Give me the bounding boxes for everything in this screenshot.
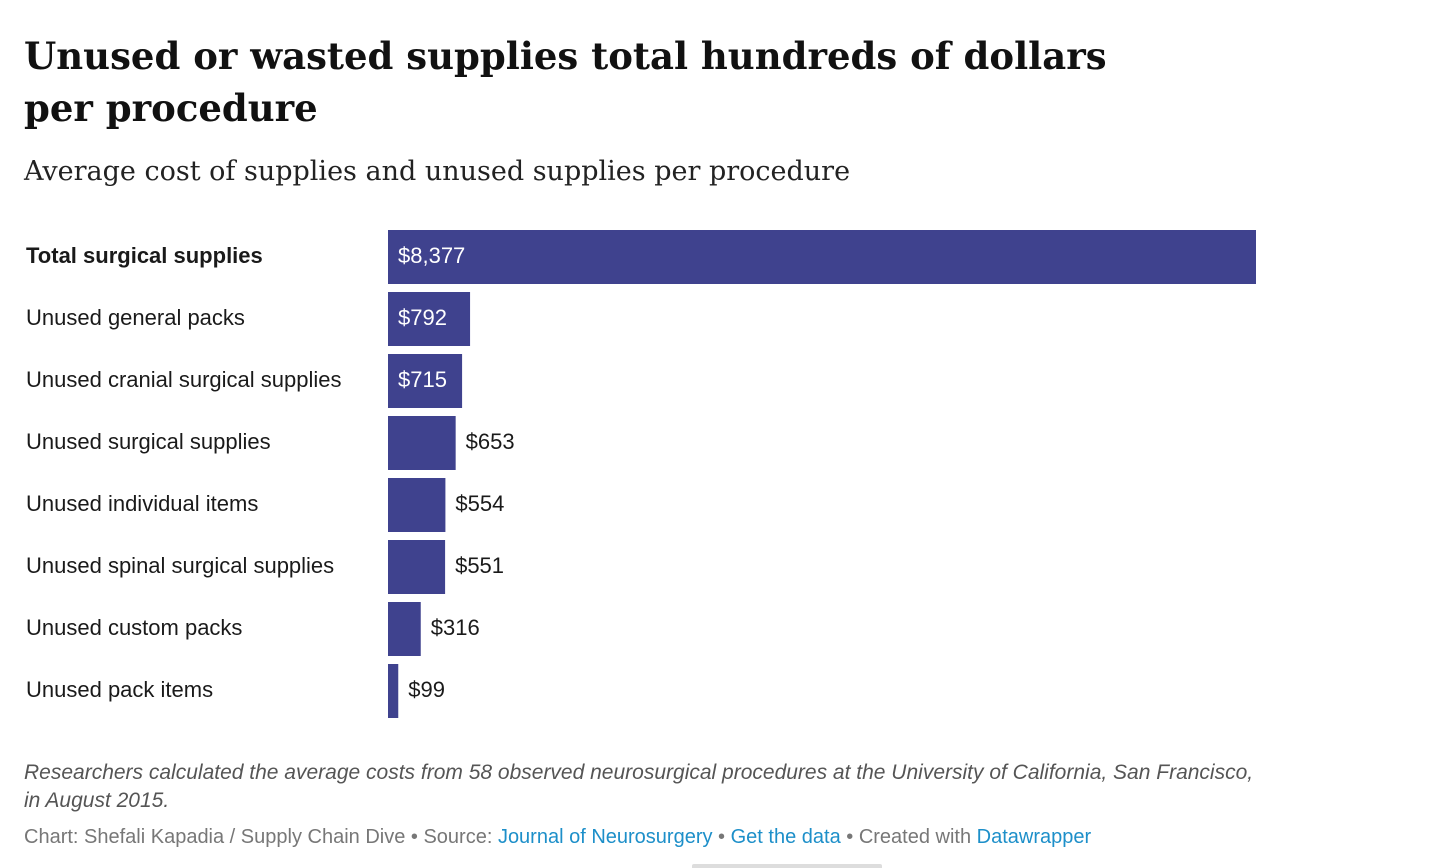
value-label: $551 [455, 553, 504, 578]
category-label: Unused spinal surgical supplies [26, 553, 334, 578]
category-label: Unused general packs [26, 305, 245, 330]
value-label: $653 [466, 429, 515, 454]
created-with-prefix: Created with [858, 826, 977, 848]
bar-row: Unused individual items $554 [26, 478, 504, 532]
value-label: $316 [431, 615, 480, 640]
bar-row: Unused pack items $99 [26, 664, 445, 718]
bar-row: Unused cranial surgical supplies $715 [26, 354, 463, 408]
value-label: $792 [398, 305, 447, 330]
chart-footer: Chart: Shefali Kapadia / Supply Chain Di… [24, 823, 1091, 851]
chart-title: Unused or wasted supplies total hundreds… [24, 34, 1107, 130]
footer-separator: • [405, 826, 424, 848]
footer-separator: • [712, 826, 731, 848]
get-the-data-link[interactable]: Get the data [730, 826, 841, 848]
value-label: $8,377 [398, 243, 465, 268]
bar [388, 540, 446, 594]
bar-row: Unused spinal surgical supplies $551 [26, 540, 504, 594]
category-label: Unused individual items [26, 491, 258, 516]
value-label: $715 [398, 367, 447, 392]
category-label: Unused cranial surgical supplies [26, 367, 342, 392]
source-prefix: Source: [423, 826, 498, 848]
bar-row: Total surgical supplies $8,377 [26, 230, 1256, 284]
bar [388, 416, 456, 470]
bar-row: Unused surgical supplies $653 [26, 416, 515, 470]
bar-row: Unused general packs $792 [26, 292, 471, 346]
bar [388, 292, 471, 346]
value-label: $99 [408, 677, 445, 702]
value-label: $554 [455, 491, 504, 516]
bar-chart: Total surgical supplies $8,377 Unused gene… [26, 230, 1256, 718]
bar [388, 602, 421, 656]
footer-separator: • [840, 826, 859, 848]
chart-subtitle: Average cost of supplies and unused supp… [24, 156, 851, 187]
chart-credit: Chart: Shefali Kapadia / Supply Chain Di… [24, 826, 406, 848]
category-label: Total surgical supplies [26, 243, 263, 268]
bar [388, 664, 399, 718]
scroll-indicator [692, 864, 882, 868]
bar [388, 478, 446, 532]
bar-row: Unused custom packs $316 [26, 602, 480, 656]
category-label: Unused surgical supplies [26, 429, 271, 454]
datawrapper-link[interactable]: Datawrapper [976, 826, 1092, 848]
category-label: Unused pack items [26, 677, 213, 702]
bar [388, 230, 1256, 284]
category-label: Unused custom packs [26, 615, 242, 640]
source-link[interactable]: Journal of Neurosurgery [497, 826, 713, 848]
bar [388, 354, 463, 408]
chart-note: Researchers calculated the average costs… [24, 761, 1254, 812]
